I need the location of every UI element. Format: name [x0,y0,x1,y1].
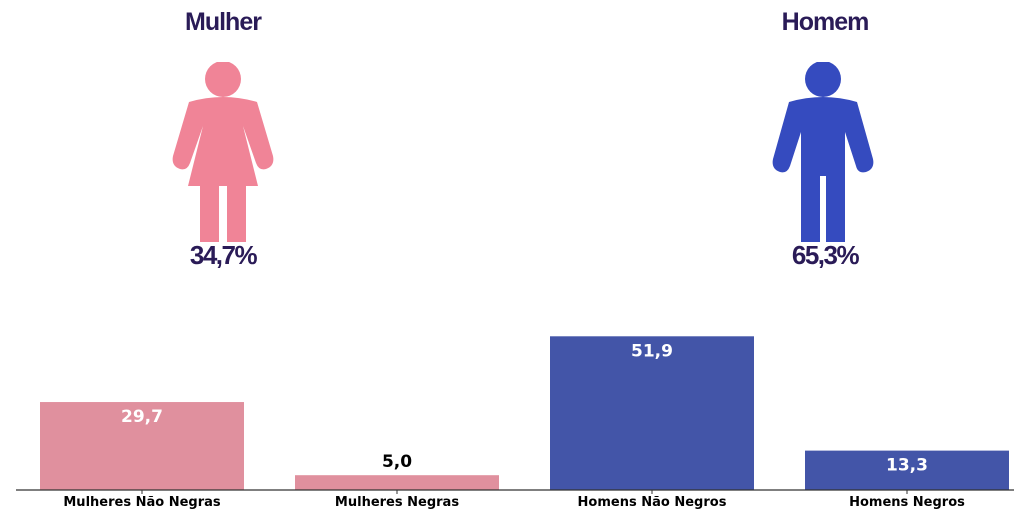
bar-3 [550,336,754,490]
x-tick-label: Mulheres Negras [335,495,459,509]
x-tick-label: Homens Não Negros [578,495,727,509]
female-percent: 34,7% [189,240,258,270]
bar-value-label: 5,0 [382,452,412,472]
male-title: Homem [781,8,870,36]
bar-value-label: 13,3 [886,456,928,476]
female-figure-icon [172,62,274,242]
bar-2 [295,475,499,490]
x-tick-label: Homens Negros [849,495,965,509]
male-percent: 65,3% [791,240,860,270]
x-tick-label: Mulheres Não Negras [63,495,221,509]
bar-value-label: 29,7 [121,407,163,427]
bar-1 [40,402,244,490]
male-figure-icon [772,62,874,242]
bar-value-label: 51,9 [631,341,673,361]
female-title: Mulher [185,8,262,36]
bar-4 [805,450,1009,490]
